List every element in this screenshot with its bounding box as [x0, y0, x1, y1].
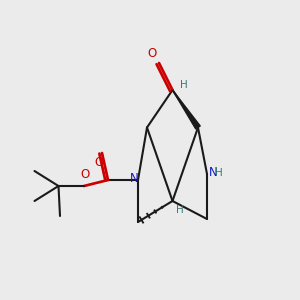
Text: H: H [180, 80, 188, 91]
Text: H: H [215, 167, 223, 178]
Polygon shape [172, 90, 200, 129]
Text: O: O [147, 47, 156, 60]
Text: N: N [208, 166, 217, 179]
Text: O: O [80, 169, 89, 182]
Text: H: H [176, 205, 184, 214]
Text: N: N [130, 172, 139, 185]
Text: O: O [94, 156, 103, 169]
